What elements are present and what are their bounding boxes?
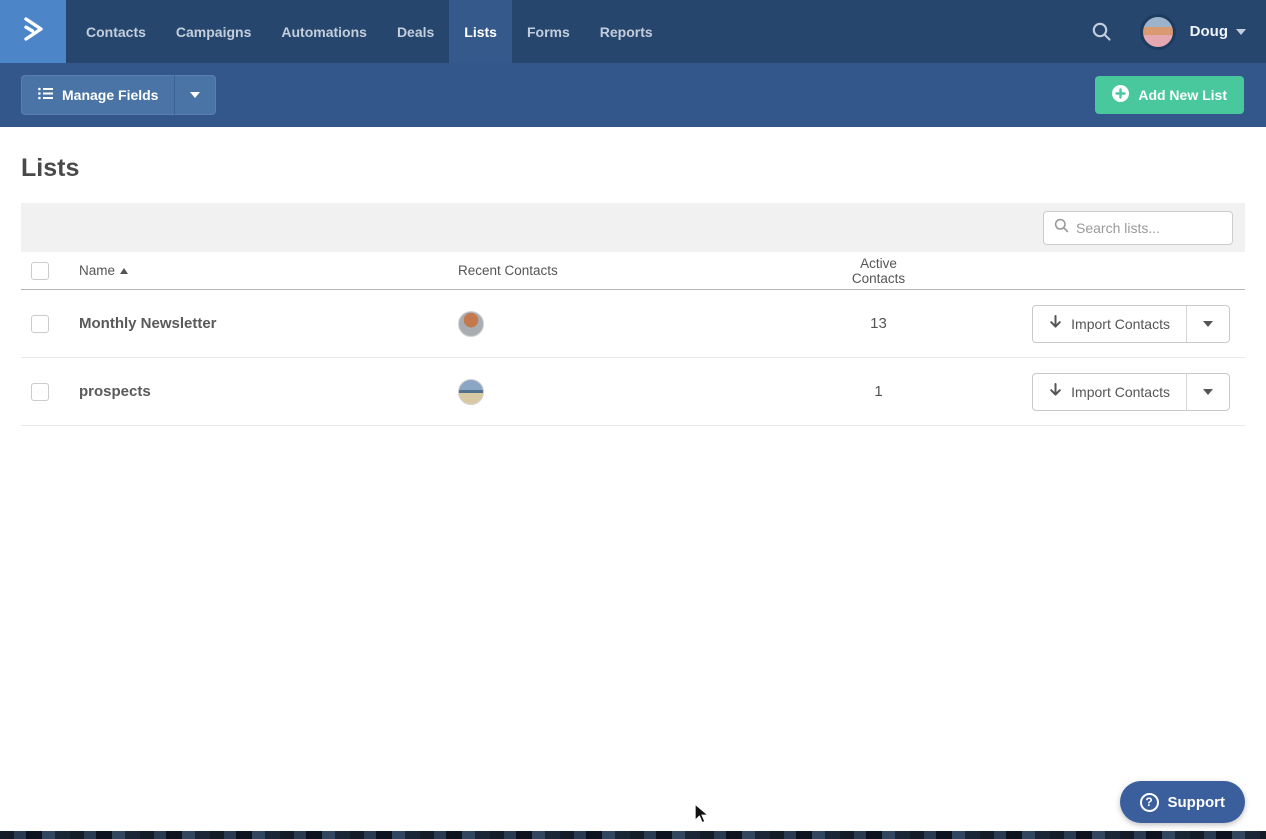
table-row: Monthly Newsletter 13 Import Contacts	[21, 290, 1245, 358]
chevron-down-icon[interactable]	[1236, 28, 1246, 35]
chevron-down-icon	[190, 92, 201, 98]
user-avatar[interactable]	[1139, 13, 1176, 50]
import-options-dropdown-button[interactable]	[1186, 305, 1229, 342]
nav-right-group: Doug	[1091, 0, 1266, 63]
main-content: Lists Name	[0, 127, 1266, 426]
active-contacts-count: 13	[870, 315, 887, 332]
add-new-list-label: Add New List	[1138, 87, 1227, 103]
bottom-edge-strip	[0, 831, 1266, 839]
question-mark-icon: ?	[1139, 792, 1159, 812]
download-arrow-icon	[1049, 314, 1062, 333]
nav-item-automations[interactable]: Automations	[281, 23, 367, 40]
name-header-label: Name	[79, 263, 116, 278]
import-contacts-button[interactable]: Import Contacts	[1033, 374, 1186, 410]
primary-nav: Contacts Campaigns Automations Deals Lis…	[71, 0, 668, 63]
import-contacts-label: Import Contacts	[1071, 383, 1170, 400]
list-name-link[interactable]: prospects	[79, 383, 151, 400]
list-name-link[interactable]: Monthly Newsletter	[79, 315, 217, 332]
active-contacts-count: 1	[874, 383, 883, 400]
manage-fields-label: Manage Fields	[62, 87, 159, 103]
row-checkbox[interactable]	[31, 382, 49, 401]
app-logo[interactable]	[0, 0, 66, 63]
table-filter-bar	[21, 203, 1245, 252]
import-contacts-split-button: Import Contacts	[1032, 304, 1230, 343]
row-checkbox[interactable]	[31, 314, 49, 333]
manage-fields-dropdown-button[interactable]	[174, 75, 217, 115]
nav-item-deals[interactable]: Deals	[396, 23, 435, 40]
search-icon[interactable]	[1091, 21, 1112, 42]
select-all-checkbox[interactable]	[31, 261, 49, 280]
support-label: Support	[1167, 793, 1226, 811]
search-lists-box	[1043, 210, 1233, 245]
chevron-down-icon	[1203, 320, 1213, 327]
import-contacts-button[interactable]: Import Contacts	[1033, 306, 1186, 342]
column-header-recent-contacts: Recent Contacts	[458, 263, 558, 278]
import-contacts-split-button: Import Contacts	[1032, 372, 1230, 411]
column-header-name[interactable]: Name	[79, 263, 458, 278]
support-button[interactable]: ? Support	[1119, 781, 1245, 823]
import-options-dropdown-button[interactable]	[1186, 373, 1229, 410]
manage-fields-split-button: Manage Fields	[21, 75, 217, 115]
table-header-row: Name Recent Contacts Active Contacts	[21, 252, 1245, 290]
plus-circle-icon	[1112, 85, 1130, 105]
table-row: prospects 1 Import Contacts	[21, 358, 1245, 426]
sort-ascending-icon	[120, 267, 129, 274]
nav-item-forms[interactable]: Forms	[526, 23, 570, 40]
recent-contact-avatar[interactable]	[458, 310, 484, 337]
top-navigation: Contacts Campaigns Automations Deals Lis…	[0, 0, 1266, 63]
list-toolbar: Manage Fields Add New List	[0, 63, 1266, 127]
search-icon	[1054, 218, 1069, 238]
nav-item-campaigns[interactable]: Campaigns	[175, 23, 252, 40]
chevron-down-icon	[1203, 388, 1213, 395]
lists-table: Name Recent Contacts Active Contacts Mon…	[21, 203, 1245, 426]
manage-fields-button[interactable]: Manage Fields	[21, 75, 175, 115]
nav-item-contacts[interactable]: Contacts	[86, 23, 146, 40]
import-contacts-label: Import Contacts	[1071, 315, 1170, 332]
user-menu[interactable]: Doug	[1189, 23, 1228, 40]
mouse-cursor	[692, 802, 712, 830]
recent-contact-avatar[interactable]	[458, 378, 484, 405]
nav-item-lists[interactable]: Lists	[449, 0, 512, 63]
add-new-list-button[interactable]: Add New List	[1095, 76, 1244, 114]
search-lists-input[interactable]	[1076, 219, 1222, 236]
nav-item-reports[interactable]: Reports	[599, 23, 653, 40]
download-arrow-icon	[1049, 382, 1062, 401]
page-title: Lists	[21, 154, 80, 182]
list-lines-icon	[38, 87, 53, 103]
column-header-active-contacts: Active Contacts	[851, 255, 906, 286]
activecampaign-chevron-icon	[18, 14, 48, 49]
